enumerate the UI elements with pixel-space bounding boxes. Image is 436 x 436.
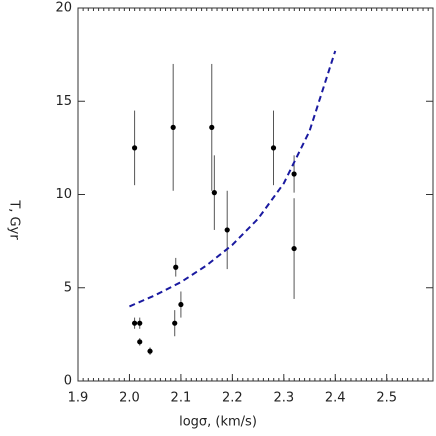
point (172, 320, 178, 326)
y-tick-label: 0 (64, 374, 72, 389)
point (137, 320, 143, 326)
y-tick-label: 15 (55, 94, 72, 109)
x-tick-label: 2.2 (222, 391, 243, 406)
point (211, 190, 217, 196)
x-tick-label: 2.0 (119, 391, 140, 406)
point (137, 339, 143, 345)
point (291, 171, 297, 177)
point (131, 320, 138, 326)
point (209, 124, 215, 130)
point (178, 301, 184, 308)
y-axis-label: T, Gyr (7, 199, 22, 240)
point (147, 348, 153, 354)
point (270, 145, 277, 151)
x-axis-label: logσ, (km/s) (179, 415, 257, 430)
point (131, 145, 138, 151)
x-tick-label: 1.9 (68, 391, 89, 406)
point (291, 245, 297, 252)
plot-frame (77, 7, 434, 382)
y-tick-label: 10 (55, 187, 72, 202)
x-tick-label: 2.3 (273, 391, 294, 406)
x-tick-label: 2.5 (376, 391, 397, 406)
point (173, 264, 179, 270)
fit-line (129, 50, 337, 308)
y-tick-label: 20 (55, 1, 72, 16)
x-tick-label: 2.1 (171, 391, 192, 406)
x-tick-label: 2.4 (325, 391, 346, 406)
y-tick-label: 5 (64, 280, 72, 295)
point (224, 227, 230, 233)
point (170, 124, 176, 130)
